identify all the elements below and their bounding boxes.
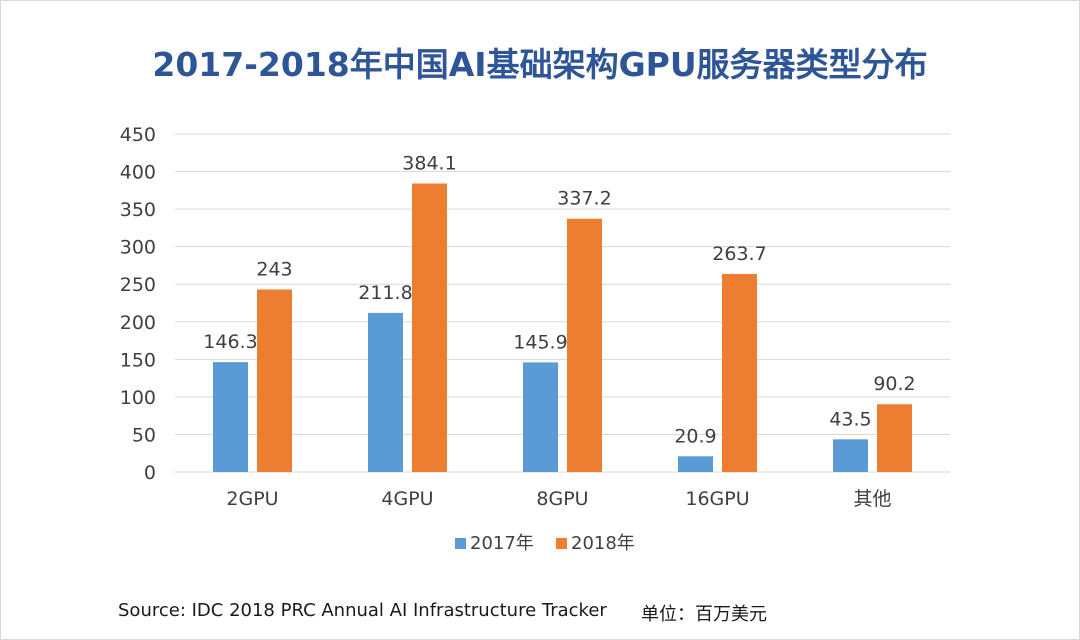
data-label: 90.2 <box>873 373 915 395</box>
data-label: 263.7 <box>712 243 766 265</box>
data-label: 146.3 <box>203 331 257 353</box>
x-tick-label: 4GPU <box>381 488 433 510</box>
data-label: 20.9 <box>674 425 716 447</box>
data-label: 211.8 <box>358 282 412 304</box>
bar-2017-2 <box>523 362 558 472</box>
data-label: 384.1 <box>402 152 456 174</box>
bar-2018-1 <box>412 183 447 472</box>
legend-swatch <box>556 538 567 549</box>
unit-note: 单位：百万美元 <box>641 604 767 625</box>
bar-2017-0 <box>213 362 248 472</box>
bar-2018-2 <box>567 218 602 472</box>
data-label: 145.9 <box>513 331 567 353</box>
y-axis-ticks: 0 50 100 150 200 250 300 350 400 450 <box>120 124 156 484</box>
gridlines <box>175 133 950 473</box>
chart-title: 2017-2018年中国AI基础架构GPU服务器类型分布 <box>152 45 928 84</box>
bar-2018-4 <box>877 404 912 472</box>
x-tick-label: 16GPU <box>685 488 749 510</box>
source-note: Source: IDC 2018 PRC Annual AI Infrastru… <box>118 600 607 621</box>
bar-2017-4 <box>833 439 868 472</box>
y-tick-label: 100 <box>120 387 156 409</box>
y-tick-label: 250 <box>120 274 156 296</box>
x-tick-label: 2GPU <box>226 488 278 510</box>
bar-2017-1 <box>368 312 403 472</box>
bars <box>213 183 912 472</box>
legend: 2017年 2018年 <box>455 533 635 554</box>
legend-swatch <box>455 538 466 549</box>
bar-2018-0 <box>257 289 292 472</box>
legend-label: 2017年 <box>470 533 534 554</box>
y-tick-label: 200 <box>120 312 156 334</box>
legend-label: 2018年 <box>571 533 635 554</box>
data-label: 337.2 <box>557 188 611 210</box>
bar-2017-3 <box>678 456 713 472</box>
y-tick-label: 400 <box>120 162 156 184</box>
y-tick-label: 0 <box>144 462 156 484</box>
y-tick-label: 450 <box>120 124 156 146</box>
y-tick-label: 50 <box>132 424 156 446</box>
bar-2018-3 <box>722 273 757 472</box>
y-tick-label: 150 <box>120 349 156 371</box>
x-axis-ticks: 2GPU 4GPU 8GPU 16GPU 其他 <box>226 488 891 510</box>
data-label: 243 <box>256 258 292 280</box>
data-label: 43.5 <box>829 408 871 430</box>
data-labels: 146.3 243 211.8 384.1 145.9 337.2 20.9 263.7 43.… <box>203 152 915 447</box>
x-tick-label: 其他 <box>853 488 891 510</box>
y-tick-label: 350 <box>120 199 156 221</box>
y-tick-label: 300 <box>120 237 156 259</box>
x-tick-label: 8GPU <box>536 488 588 510</box>
